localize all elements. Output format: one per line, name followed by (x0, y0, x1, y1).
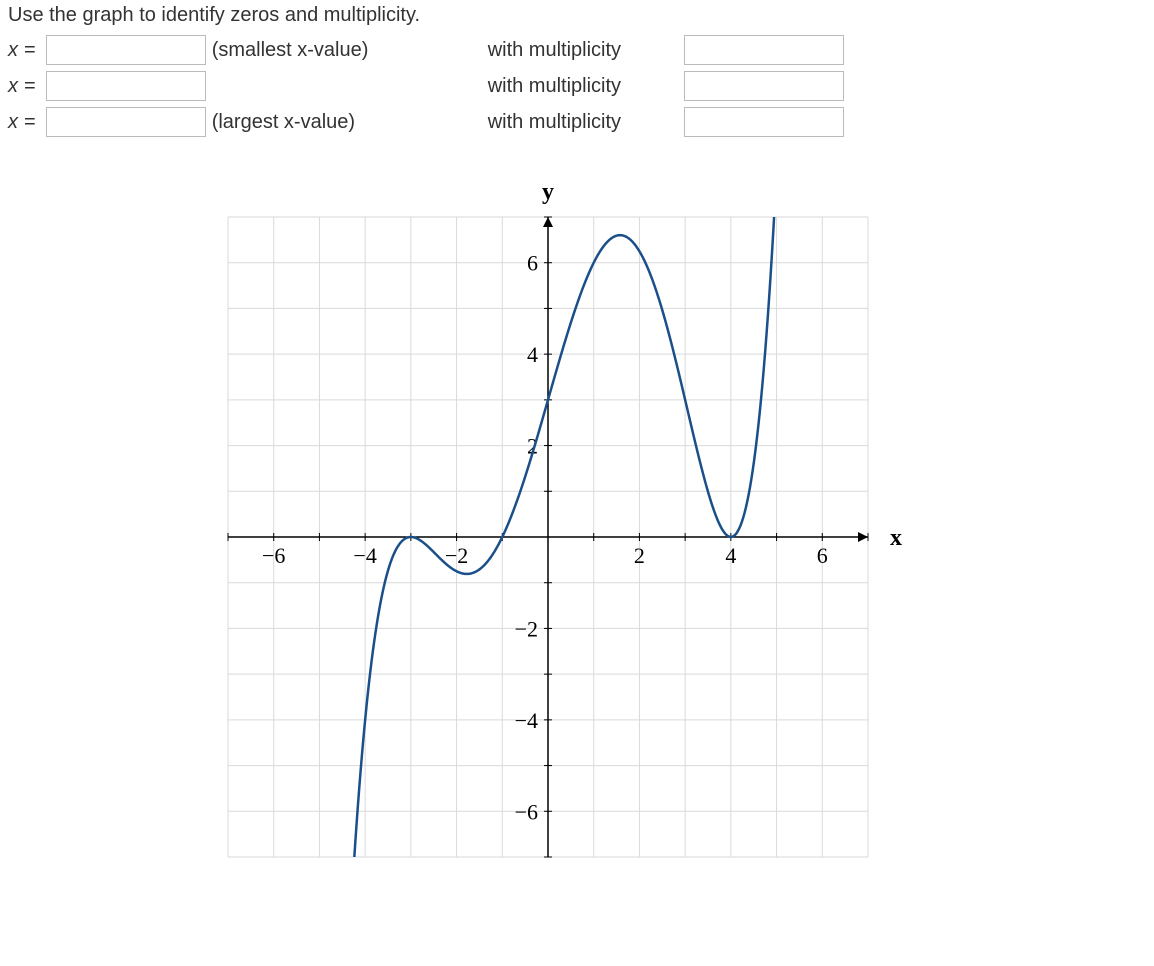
equals-sign: = (24, 75, 36, 98)
question-prompt: Use the graph to identify zeros and mult… (8, 4, 1146, 27)
svg-text:x: x (890, 525, 902, 551)
answer-rows: x = (smallest x-value) with multiplicity… (8, 35, 1146, 137)
svg-text:−2: −2 (445, 543, 468, 568)
multiplicity-input-2[interactable] (684, 71, 844, 101)
var-label: x (8, 75, 18, 98)
answer-row: x = (smallest x-value) with multiplicity (8, 35, 1146, 65)
answer-row: x = with multiplicity (8, 71, 1146, 101)
svg-text:4: 4 (725, 543, 736, 568)
multiplicity-label: with multiplicity (488, 75, 678, 98)
svg-text:−2: −2 (515, 616, 538, 641)
polynomial-graph: −6−4−2246−6−4−2246yx (188, 157, 928, 897)
svg-text:4: 4 (527, 342, 538, 367)
svg-text:−4: −4 (515, 708, 538, 733)
svg-text:−6: −6 (262, 543, 285, 568)
svg-text:2: 2 (634, 543, 645, 568)
multiplicity-label: with multiplicity (488, 39, 678, 62)
svg-text:6: 6 (527, 251, 538, 276)
zero-input-2[interactable] (46, 71, 206, 101)
var-label: x (8, 111, 18, 134)
hint-largest: (largest x-value) (212, 111, 482, 134)
equals-sign: = (24, 39, 36, 62)
svg-text:6: 6 (817, 543, 828, 568)
svg-text:y: y (542, 179, 554, 205)
svg-text:−4: −4 (353, 543, 376, 568)
answer-row: x = (largest x-value) with multiplicity (8, 107, 1146, 137)
chart-container: −6−4−2246−6−4−2246yx (8, 157, 1146, 897)
hint-smallest: (smallest x-value) (212, 39, 482, 62)
zero-input-1[interactable] (46, 35, 206, 65)
var-label: x (8, 39, 18, 62)
equals-sign: = (24, 111, 36, 134)
multiplicity-input-1[interactable] (684, 35, 844, 65)
multiplicity-label: with multiplicity (488, 111, 678, 134)
zero-input-3[interactable] (46, 107, 206, 137)
multiplicity-input-3[interactable] (684, 107, 844, 137)
svg-text:−6: −6 (515, 799, 538, 824)
